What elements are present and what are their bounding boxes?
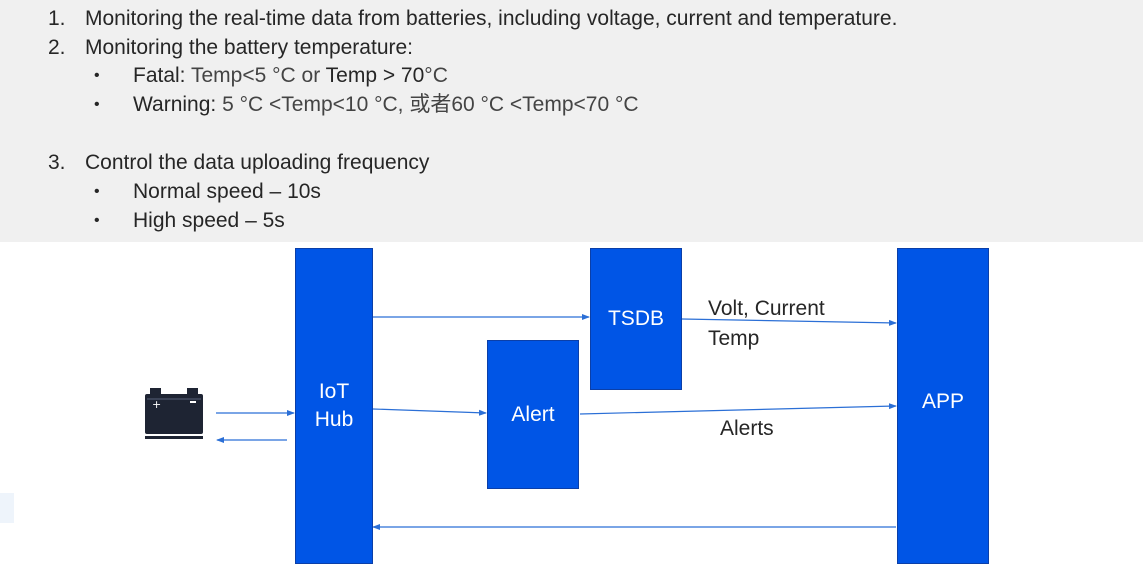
- edge-label-temp: Temp: [708, 327, 760, 350]
- warning-label: Warning:: [133, 93, 217, 116]
- bullet-icon: •: [94, 67, 100, 84]
- fatal-condition-2: Temp > 70: [325, 64, 425, 87]
- edge-label-alerts: Alerts: [720, 417, 774, 440]
- list-item-text: Monitoring the real-time data from batte…: [85, 7, 898, 30]
- fatal-condition: Temp<5 °C or: [185, 64, 326, 87]
- bullet-icon: •: [94, 183, 100, 200]
- list-number: 1.: [48, 7, 66, 30]
- requirements-panel: 1. Monitoring the real-time data from ba…: [0, 0, 1143, 242]
- edge-label-volt-current: Volt, Current: [708, 297, 825, 320]
- warning-condition: 5 °C <Temp<10 °C, 或者60 °C <Temp<70 °C: [216, 93, 639, 116]
- edge-artifact: [0, 493, 14, 523]
- bullet-icon: •: [94, 96, 100, 113]
- app-box: APP: [897, 248, 989, 564]
- alert-label: Alert: [511, 402, 555, 426]
- iot-hub-label: IoT Hub: [314, 380, 354, 431]
- list-item-text: Control the data uploading frequency: [85, 151, 430, 174]
- svg-text:+: +: [152, 398, 161, 411]
- bullet-text: High speed – 5s: [133, 209, 285, 232]
- alert-box: Alert: [487, 340, 579, 489]
- tsdb-label: TSDB: [607, 307, 664, 330]
- fatal-unit: °C: [424, 64, 448, 87]
- bullet-text: Fatal: Temp<5 °C or Temp > 70°C: [133, 63, 448, 89]
- arrow-hub-to-alert: [372, 408, 487, 416]
- list-number: 3.: [48, 151, 66, 174]
- arrow-alert-to-app: [579, 403, 897, 415]
- bullet-icon: •: [94, 212, 100, 229]
- app-label: APP: [921, 390, 965, 413]
- list-number: 2.: [48, 36, 66, 59]
- arrow-tsdb-to-app: [681, 318, 897, 326]
- fatal-label: Fatal:: [133, 64, 186, 87]
- bullet-text: Normal speed – 10s: [133, 180, 321, 203]
- iot-hub-box: IoT Hub: [295, 248, 373, 564]
- tsdb-box: TSDB: [590, 248, 682, 390]
- battery-icon: +: [145, 388, 203, 439]
- bullet-text: Warning: 5 °C <Temp<10 °C, 或者60 °C <Temp…: [133, 92, 639, 118]
- list-item-text: Monitoring the battery temperature:: [85, 36, 414, 59]
